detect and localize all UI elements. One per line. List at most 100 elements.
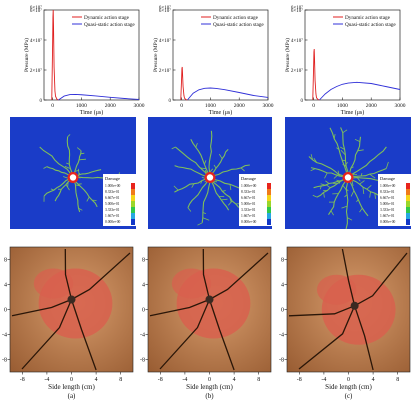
x-tick-label: 3000 (263, 103, 274, 109)
crack-branch (350, 190, 355, 197)
radial-crack (201, 177, 211, 223)
y-tick-label: -4 (140, 333, 145, 339)
crack-branch (228, 200, 233, 206)
crack-branch (366, 185, 372, 190)
crack-branch (240, 167, 245, 172)
y-tick-label: 0 (142, 308, 145, 314)
crack-branch (171, 146, 176, 150)
y-tick-label: 8 (281, 258, 284, 264)
crack-branch (229, 184, 232, 191)
borehole (350, 301, 359, 310)
damage-zone (171, 268, 212, 299)
x-tick-label: 0 (180, 103, 183, 109)
y-tick-label: 8 (4, 258, 7, 264)
crack-branch (369, 191, 371, 198)
x-tick-label: -4 (182, 377, 187, 383)
radial-crack (310, 167, 349, 179)
x-tick-label: -8 (158, 377, 163, 383)
y-scale-label: 6×10⁷ (30, 5, 42, 11)
series-line-quasi-static (187, 87, 269, 101)
y-scale-label: 6×10⁷ (159, 5, 171, 11)
x-tick-label: -4 (44, 377, 49, 383)
radial-crack (209, 177, 240, 208)
x-axis-label: Time (μs) (209, 109, 233, 116)
crack-branch (43, 166, 47, 169)
y-tick-label: -4 (2, 333, 7, 339)
radial-crack (209, 177, 230, 211)
damage-legend-swatch (131, 207, 135, 213)
x-tick-label: 2000 (105, 103, 116, 109)
x-tick-label: 3000 (395, 103, 406, 109)
damage-legend-value: 5.000e-01 (380, 202, 395, 206)
damage-legend-swatch (267, 183, 271, 189)
crack-branch (359, 180, 365, 185)
crack-branch (79, 158, 87, 161)
damage-legend-value: 5.000e-01 (241, 202, 256, 206)
fracture-crack (11, 298, 72, 317)
y-tick-label: 4×10⁷ (159, 38, 171, 44)
y-tick-label: 4 (4, 283, 7, 289)
crack-branch (209, 168, 214, 173)
fracture-crack (298, 305, 356, 370)
fracture-crack (209, 252, 269, 301)
crack-branch (342, 185, 347, 191)
crack-branch (342, 129, 348, 134)
crack-branch (323, 192, 325, 198)
damage-legend-swatch (267, 207, 271, 213)
radial-crack (174, 176, 211, 193)
legend-label: Dynamic action stage (345, 15, 391, 21)
crack-branch (65, 184, 70, 191)
fracture-crack (64, 248, 73, 300)
crack-branch (347, 217, 353, 221)
y-tick-label: 4×10⁷ (291, 38, 303, 44)
y-tick-label: 0 (281, 308, 284, 314)
damage-legend-value: 8.333e-01 (241, 190, 256, 194)
crack-branch (202, 217, 210, 221)
y-tick-label: -4 (279, 333, 284, 339)
borehole (344, 174, 352, 181)
x-tick-label: 0 (51, 103, 54, 109)
crack-branch (325, 180, 330, 184)
crack-branch (359, 207, 363, 213)
damage-panel-1: Damage 1.000e+00 8.333e-01 6.667e-01 5.000e-… (10, 117, 136, 229)
fracture-crack (353, 305, 374, 371)
crack-branch (337, 170, 340, 177)
crack-branch (385, 161, 389, 169)
crack-branch (218, 153, 223, 159)
crack-branch (200, 167, 207, 170)
crack-branch (191, 183, 195, 188)
radial-crack (209, 149, 229, 178)
damage-legend-swatch (267, 219, 271, 225)
x-tick-label: 2000 (366, 103, 377, 109)
damage-legend-swatch (131, 201, 135, 207)
crack-branch (80, 152, 85, 155)
crack-branch (173, 185, 179, 191)
y-tick-label: 8 (142, 258, 145, 264)
damage-legend-value: 6.667e-01 (380, 196, 395, 200)
fracture-crack (70, 299, 97, 371)
damage-legend-title: Damage (105, 176, 120, 181)
radial-crack (66, 136, 74, 178)
crack-branch (340, 146, 345, 150)
damage-zone (33, 268, 74, 299)
damage-legend-swatch (406, 195, 410, 201)
radial-crack (174, 165, 211, 179)
legend-label: Dynamic action stage (213, 15, 259, 21)
damage-legend-value: 1.667e-01 (380, 214, 395, 218)
specimen-photo-1: -8 -4 0 4 8 8 4 0 -4 -8 Side length (cm)(a) (2, 246, 134, 400)
damage-legend-box (103, 174, 136, 226)
fracture-crack (21, 299, 73, 370)
x-tick-label: 0 (70, 377, 73, 383)
fracture-crack (208, 299, 235, 371)
legend-label: Dynamic action stage (84, 15, 130, 21)
x-tick-label: 3000 (134, 103, 145, 109)
radial-crack (308, 156, 349, 179)
series-line-quasi-static (319, 81, 401, 101)
crack-branch (369, 173, 376, 179)
radial-crack (187, 177, 211, 209)
radial-crack (72, 177, 98, 208)
radial-crack (347, 177, 383, 199)
series-line-dynamic (312, 48, 320, 101)
